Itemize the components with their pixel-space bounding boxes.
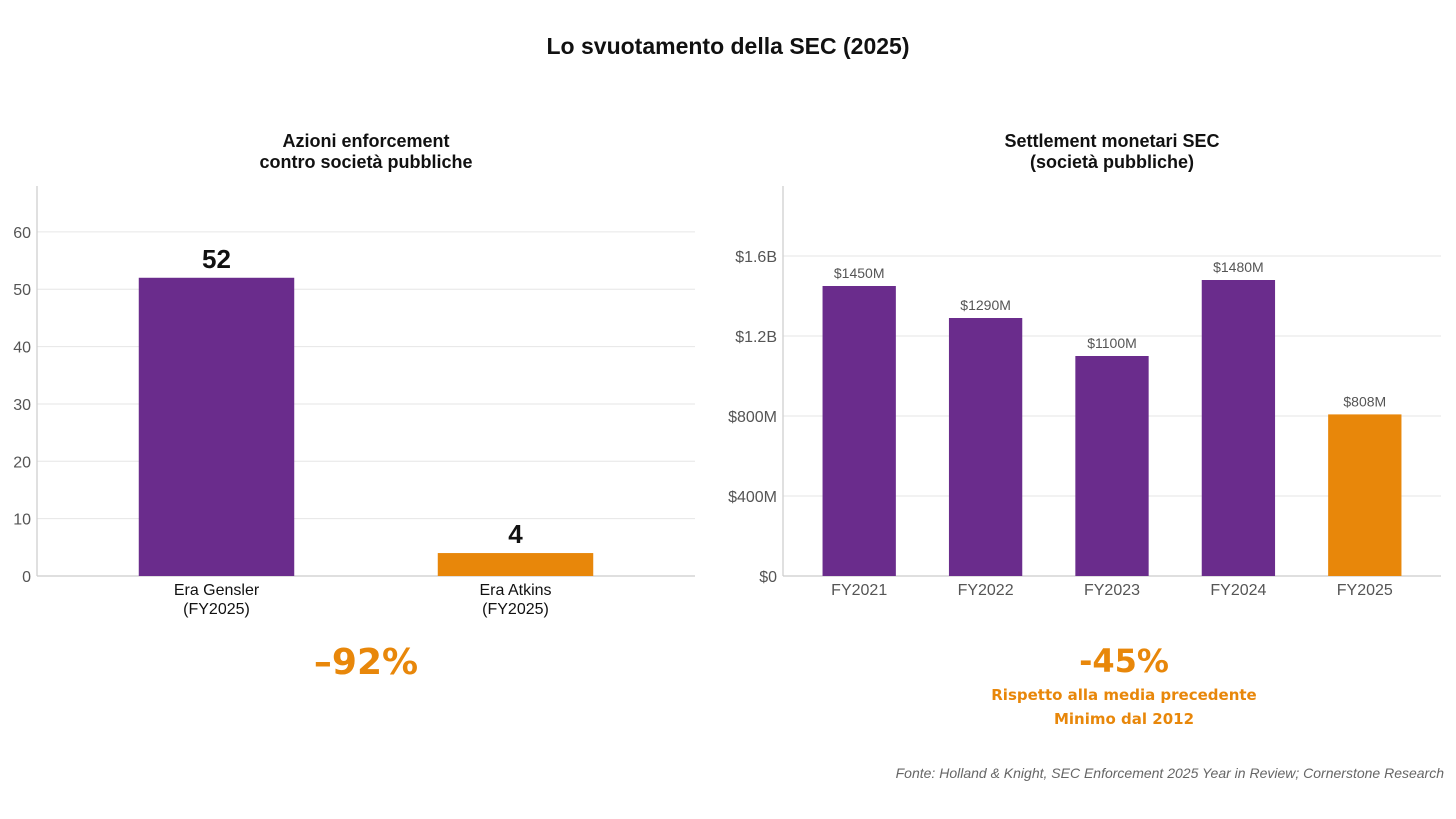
settlements-ytick-label: $400M [728, 489, 777, 506]
settlements-change-callout: -45% [1079, 642, 1169, 680]
settlements-category-label: FY2022 [958, 582, 1014, 599]
enforcement-category-label: Era Gensler [174, 582, 260, 599]
left-chart-title-line-1: Azioni enforcement [282, 131, 450, 151]
left-chart-title: Azioni enforcement contro società pubbli… [166, 131, 566, 173]
settlements-callout-note-1: Rispetto alla media precedente [991, 686, 1257, 704]
right-chart-title: Settlement monetari SEC (società pubblic… [912, 131, 1312, 173]
enforcement-data-label: 4 [508, 519, 523, 549]
enforcement-ytick-label: 0 [22, 569, 31, 586]
settlements-bar [822, 286, 896, 576]
settlements-bar [948, 318, 1023, 576]
settlements-ytick-label: $1.2B [735, 329, 777, 346]
source-note: Fonte: Holland & Knight, SEC Enforcement… [895, 765, 1444, 781]
enforcement-ytick-label: 40 [13, 340, 31, 357]
settlements-bar [1201, 280, 1276, 576]
right-chart-title-line-1: Settlement monetari SEC [1004, 131, 1220, 151]
settlements-data-label: $1450M [834, 265, 885, 281]
enforcement-change-callout: –92% [313, 642, 419, 683]
settlements-category-label: FY2025 [1337, 582, 1393, 599]
enforcement-ytick-label: 10 [13, 512, 31, 529]
settlements-data-label: $808M [1343, 393, 1386, 409]
settlements-ytick-label: $1.6B [735, 249, 777, 266]
settlements-category-label: FY2024 [1210, 582, 1266, 599]
settlements-callout-note-2: Minimo dal 2012 [1053, 710, 1195, 728]
enforcement-category-label: (FY2025) [482, 601, 549, 618]
enforcement-ytick-label: 20 [13, 454, 31, 471]
left-chart-title-line-2: contro società pubbliche [259, 152, 473, 172]
enforcement-ytick-label: 50 [13, 282, 31, 299]
settlements-category-label: FY2023 [1084, 582, 1140, 599]
enforcement-data-label: 52 [202, 244, 231, 274]
settlements-ytick-label: $800M [728, 409, 777, 426]
enforcement-ytick-label: 30 [13, 397, 31, 414]
enforcement-category-label: (FY2025) [183, 601, 250, 618]
main-title: Lo svuotamento della SEC (2025) [546, 33, 910, 59]
settlements-ytick-label: $0 [759, 569, 777, 586]
settlements-data-label: $1480M [1213, 259, 1264, 275]
settlements-data-label: $1290M [960, 297, 1011, 313]
settlements-bar [1328, 414, 1402, 576]
settlements-data-label: $1100M [1087, 335, 1137, 351]
enforcement-category-label: Era Atkins [479, 582, 551, 599]
enforcement-ytick-label: 60 [13, 225, 31, 242]
settlements-bar [1075, 356, 1149, 576]
enforcement-bar [437, 553, 594, 576]
enforcement-bar [138, 277, 295, 576]
right-chart-title-line-2: (società pubbliche) [1029, 152, 1195, 172]
settlements-category-label: FY2021 [831, 582, 887, 599]
